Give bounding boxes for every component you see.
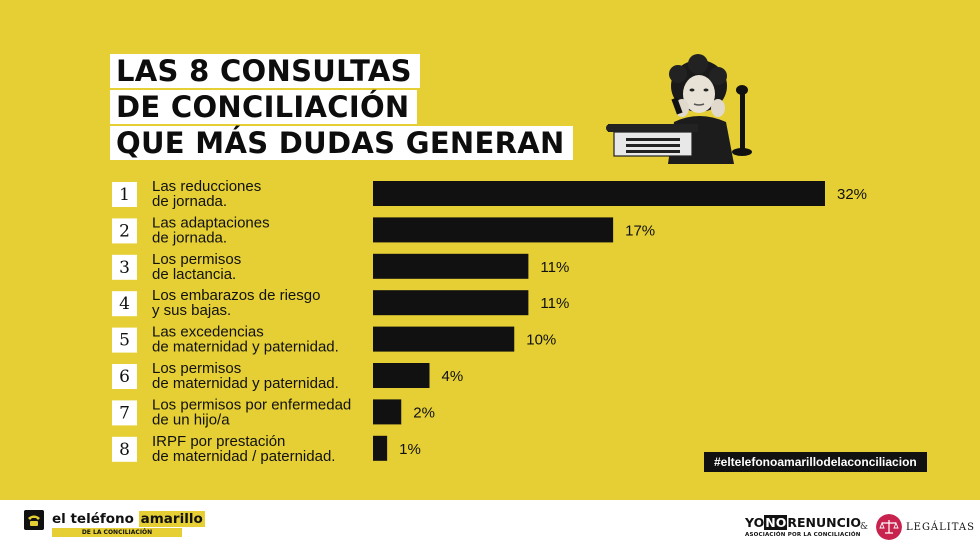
telephone-icon <box>24 510 44 530</box>
rank-box-2 <box>112 218 137 244</box>
logo-main-text: el teléfono amarillo <box>52 511 205 527</box>
rank-number-6: 6 <box>119 367 130 387</box>
value-label-3: 11% <box>540 259 569 276</box>
category-label-8-line2: de maternidad / paternidad. <box>152 448 335 465</box>
rank-number-1: 1 <box>119 185 130 205</box>
vintage-woman-telephone-icon <box>606 54 752 164</box>
bar-8 <box>373 435 388 461</box>
category-label-6-line1: Los permisos <box>152 360 241 377</box>
bar-3 <box>373 253 529 279</box>
rank-number-2: 2 <box>119 221 130 241</box>
category-label-4-line1: Los embarazos de riesgo <box>152 287 320 304</box>
title-line-2: DE CONCILIACIÓN <box>110 90 418 124</box>
category-label-8-line1: IRPF por prestación <box>152 433 285 450</box>
bar-7 <box>373 399 402 425</box>
category-label-5-line1: Las excedencias <box>152 324 264 341</box>
value-label-1: 32% <box>837 186 867 203</box>
hashtag-label: #eltelefonoamarillodelaconciliacion <box>704 452 927 472</box>
category-label-7-line2: de un hijo/a <box>152 411 230 428</box>
rank-box-8 <box>112 436 137 462</box>
value-label-6: 4% <box>442 368 464 385</box>
bar-2 <box>373 217 614 243</box>
category-label-1-line1: Las reducciones <box>152 178 261 195</box>
rank-box-3 <box>112 254 137 280</box>
value-label-4: 11% <box>540 295 569 312</box>
title-line-3: QUE MÁS DUDAS GENERAN <box>110 126 573 160</box>
rank-number-8: 8 <box>119 440 130 460</box>
category-label-1-line2: de jornada. <box>152 193 227 210</box>
rank-number-4: 4 <box>119 294 130 314</box>
rank-box-1 <box>112 182 137 207</box>
rank-number-5: 5 <box>119 331 130 351</box>
category-label-3-line1: Los permisos <box>152 251 241 268</box>
bar-4 <box>373 290 529 316</box>
ampersand: & <box>860 522 869 532</box>
value-label-2: 17% <box>625 222 655 239</box>
footer: el teléfono amarillo DE LA CONCILIACIÓN … <box>0 500 980 552</box>
rank-number-7: 7 <box>119 403 130 423</box>
scales-of-justice-icon <box>876 514 902 540</box>
category-label-2-line1: Las adaptaciones <box>152 214 270 231</box>
logo-yo-no-renuncio: YONORENUNCIO ASOCIACIÓN POR LA CONCILIAC… <box>745 515 862 538</box>
logo-sub-text: DE LA CONCILIACIÓN <box>52 528 182 537</box>
rank-number-3: 3 <box>119 258 130 278</box>
category-label-6-line2: de maternidad y paternidad. <box>152 375 339 392</box>
chart-title: LAS 8 CONSULTAS DE CONCILIACIÓN QUE MÁS … <box>110 54 573 162</box>
category-label-2-line2: de jornada. <box>152 229 227 246</box>
bar-1 <box>373 181 825 206</box>
category-label-7-line1: Los permisos por enfermedad <box>152 396 351 413</box>
category-label-4-line2: y sus bajas. <box>152 302 231 319</box>
value-label-5: 10% <box>526 332 556 349</box>
value-label-7: 2% <box>413 404 435 421</box>
bar-6 <box>373 363 430 388</box>
rank-box-4 <box>112 291 137 317</box>
category-label-3-line2: de lactancia. <box>152 266 236 283</box>
bar-5 <box>373 326 515 352</box>
category-label-5-line2: de maternidad y paternidad. <box>152 339 339 356</box>
rank-box-6 <box>112 364 137 389</box>
title-line-1: LAS 8 CONSULTAS <box>110 54 420 88</box>
rank-box-5 <box>112 327 137 353</box>
rank-box-7 <box>112 400 137 426</box>
value-label-8: 1% <box>399 441 421 458</box>
